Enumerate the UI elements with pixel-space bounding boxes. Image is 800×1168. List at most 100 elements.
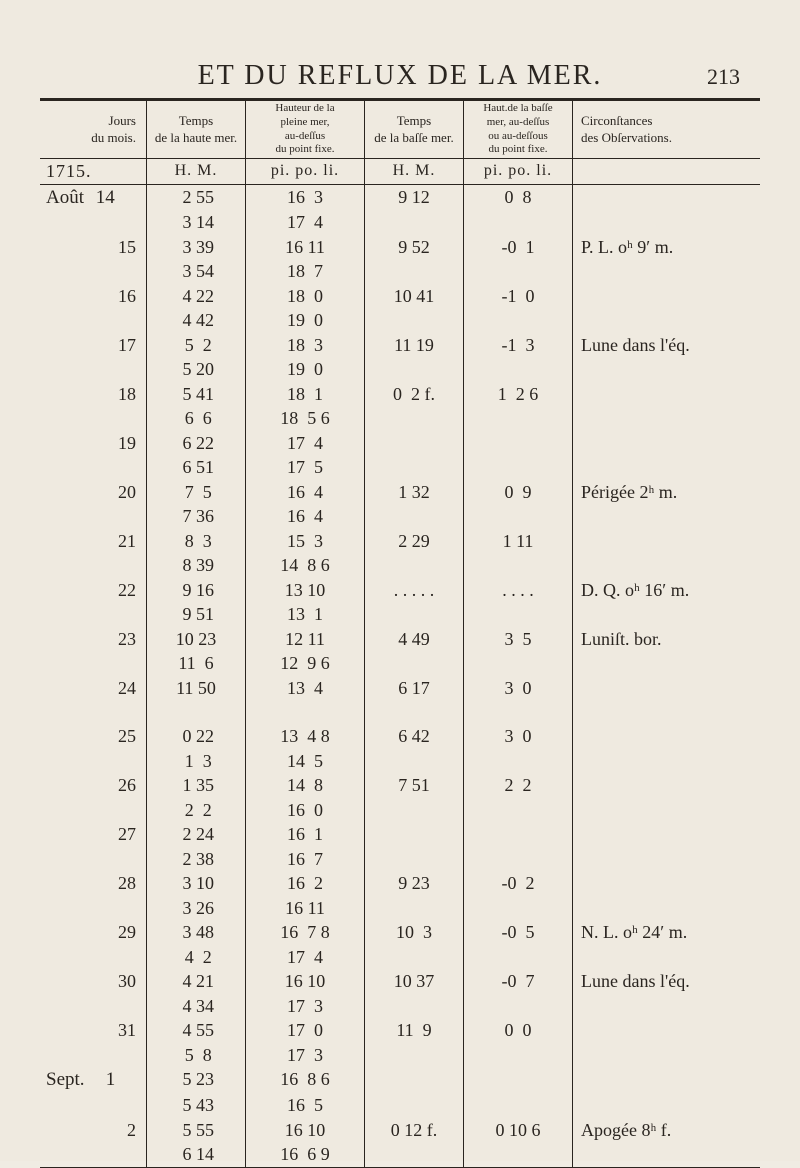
cell-obs bbox=[573, 210, 761, 235]
cell-obs bbox=[573, 651, 761, 676]
cell-hm2: 7 51 bbox=[365, 773, 464, 798]
cell-obs bbox=[573, 871, 761, 896]
cell-obs bbox=[573, 773, 761, 798]
cell-obs: D. Q. oʰ 16′ m. bbox=[573, 578, 761, 603]
cell-hm2 bbox=[365, 553, 464, 578]
cell-pi1: 16 11 bbox=[246, 235, 365, 260]
cell-pi1: 18 7 bbox=[246, 259, 365, 284]
cell-pi2 bbox=[464, 602, 573, 627]
cell-pi2 bbox=[464, 994, 573, 1019]
col-header-obs: Circonſtances des Obſervations. bbox=[573, 101, 761, 159]
cell-pi2 bbox=[464, 406, 573, 431]
cell-pi1: 17 0 bbox=[246, 1018, 365, 1043]
cell-day bbox=[40, 553, 147, 578]
cell-pi2 bbox=[464, 210, 573, 235]
cell-hm2 bbox=[365, 504, 464, 529]
cell-hm: 3 14 bbox=[147, 210, 246, 235]
cell-day bbox=[40, 1142, 147, 1167]
cell-day bbox=[40, 651, 147, 676]
cell-obs bbox=[573, 994, 761, 1019]
cell-pi2: -0 1 bbox=[464, 235, 573, 260]
cell-pi2: 3 0 bbox=[464, 724, 573, 749]
cell-pi1: 19 0 bbox=[246, 357, 365, 382]
table-row: 29 3 4816 7 810 3-0 5N. L. oʰ 24′ m. bbox=[40, 920, 760, 945]
cell-hm2 bbox=[365, 602, 464, 627]
cell-obs bbox=[573, 504, 761, 529]
cell-pi1: 18 1 bbox=[246, 382, 365, 407]
cell-obs bbox=[573, 284, 761, 309]
page-number: 213 bbox=[707, 64, 740, 90]
cell-pi1: 16 11 bbox=[246, 896, 365, 921]
cell-pi2: 0 10 6 bbox=[464, 1118, 573, 1143]
cell-obs bbox=[573, 945, 761, 970]
cell-pi2: 1 2 6 bbox=[464, 382, 573, 407]
cell-day bbox=[40, 1043, 147, 1068]
cell-hm: 4 21 bbox=[147, 969, 246, 994]
cell-obs bbox=[573, 553, 761, 578]
table-row: 4 4219 0 bbox=[40, 308, 760, 333]
cell-pi1: 17 3 bbox=[246, 994, 365, 1019]
cell-day: 22 bbox=[40, 578, 147, 603]
cell-day: 24 bbox=[40, 676, 147, 701]
cell-hm: 3 10 bbox=[147, 871, 246, 896]
cell-pi1: 16 2 bbox=[246, 871, 365, 896]
cell-pi2 bbox=[464, 945, 573, 970]
cell-day: 27 bbox=[40, 822, 147, 847]
table-row: 27 2 2416 1 bbox=[40, 822, 760, 847]
cell-hm2 bbox=[365, 651, 464, 676]
cell-obs bbox=[573, 847, 761, 872]
cell-pi2: . . . . bbox=[464, 578, 573, 603]
cell-pi1: 17 4 bbox=[246, 431, 365, 456]
cell-obs bbox=[573, 822, 761, 847]
col-header-haute: Temps de la haute mer. bbox=[147, 101, 246, 159]
cell-pi1: 14 8 bbox=[246, 773, 365, 798]
cell-day: 25 bbox=[40, 724, 147, 749]
cell-day: 19 bbox=[40, 431, 147, 456]
table-row: 3 5418 7 bbox=[40, 259, 760, 284]
cell-hm2: 9 12 bbox=[365, 184, 464, 210]
cell-pi1: 15 3 bbox=[246, 529, 365, 554]
cell-obs bbox=[573, 724, 761, 749]
table-row: 21 8 315 32 291 11 bbox=[40, 529, 760, 554]
table-row: 3 1417 4 bbox=[40, 210, 760, 235]
table-row: 2 3816 7 bbox=[40, 847, 760, 872]
cell-obs bbox=[573, 1018, 761, 1043]
cell-obs bbox=[573, 259, 761, 284]
cell-day: Août 14 bbox=[40, 184, 147, 210]
col-header-jours: Jours du mois. bbox=[40, 101, 147, 159]
cell-hm: 7 5 bbox=[147, 480, 246, 505]
table-row: 25 0 2213 4 86 423 0 bbox=[40, 724, 760, 749]
cell-obs: Lune dans l'éq. bbox=[573, 969, 761, 994]
cell-obs bbox=[573, 455, 761, 480]
cell-day: 29 bbox=[40, 920, 147, 945]
cell-obs bbox=[573, 602, 761, 627]
col-header-basse: Temps de la baſſe mer. bbox=[365, 101, 464, 159]
cell-day: 2 bbox=[40, 1118, 147, 1143]
cell-pi1: 16 3 bbox=[246, 184, 365, 210]
cell-obs bbox=[573, 382, 761, 407]
cell-hm2 bbox=[365, 1067, 464, 1093]
table-row: 2 216 0 bbox=[40, 798, 760, 823]
cell-pi2: 3 5 bbox=[464, 627, 573, 652]
cell-hm2 bbox=[365, 431, 464, 456]
cell-hm2 bbox=[365, 455, 464, 480]
cell-day: 18 bbox=[40, 382, 147, 407]
cell-hm2: 10 41 bbox=[365, 284, 464, 309]
col-header-hautbasse: Haut.de la baſſe mer, au-deſſus ou au-de… bbox=[464, 101, 573, 159]
cell-hm: 11 6 bbox=[147, 651, 246, 676]
cell-pi2 bbox=[464, 798, 573, 823]
cell-pi1: 16 4 bbox=[246, 480, 365, 505]
cell-pi2: 2 2 bbox=[464, 773, 573, 798]
cell-day bbox=[40, 700, 147, 724]
sub-hm2: H. M. bbox=[365, 159, 464, 185]
cell-pi1: 19 0 bbox=[246, 308, 365, 333]
table-row: 5 817 3 bbox=[40, 1043, 760, 1068]
cell-pi2 bbox=[464, 749, 573, 774]
cell-hm: 3 39 bbox=[147, 235, 246, 260]
cell-hm: 5 55 bbox=[147, 1118, 246, 1143]
cell-hm2: 10 37 bbox=[365, 969, 464, 994]
cell-pi2 bbox=[464, 504, 573, 529]
table-row: 5 2019 0 bbox=[40, 357, 760, 382]
cell-hm2 bbox=[365, 798, 464, 823]
cell-obs bbox=[573, 1067, 761, 1093]
